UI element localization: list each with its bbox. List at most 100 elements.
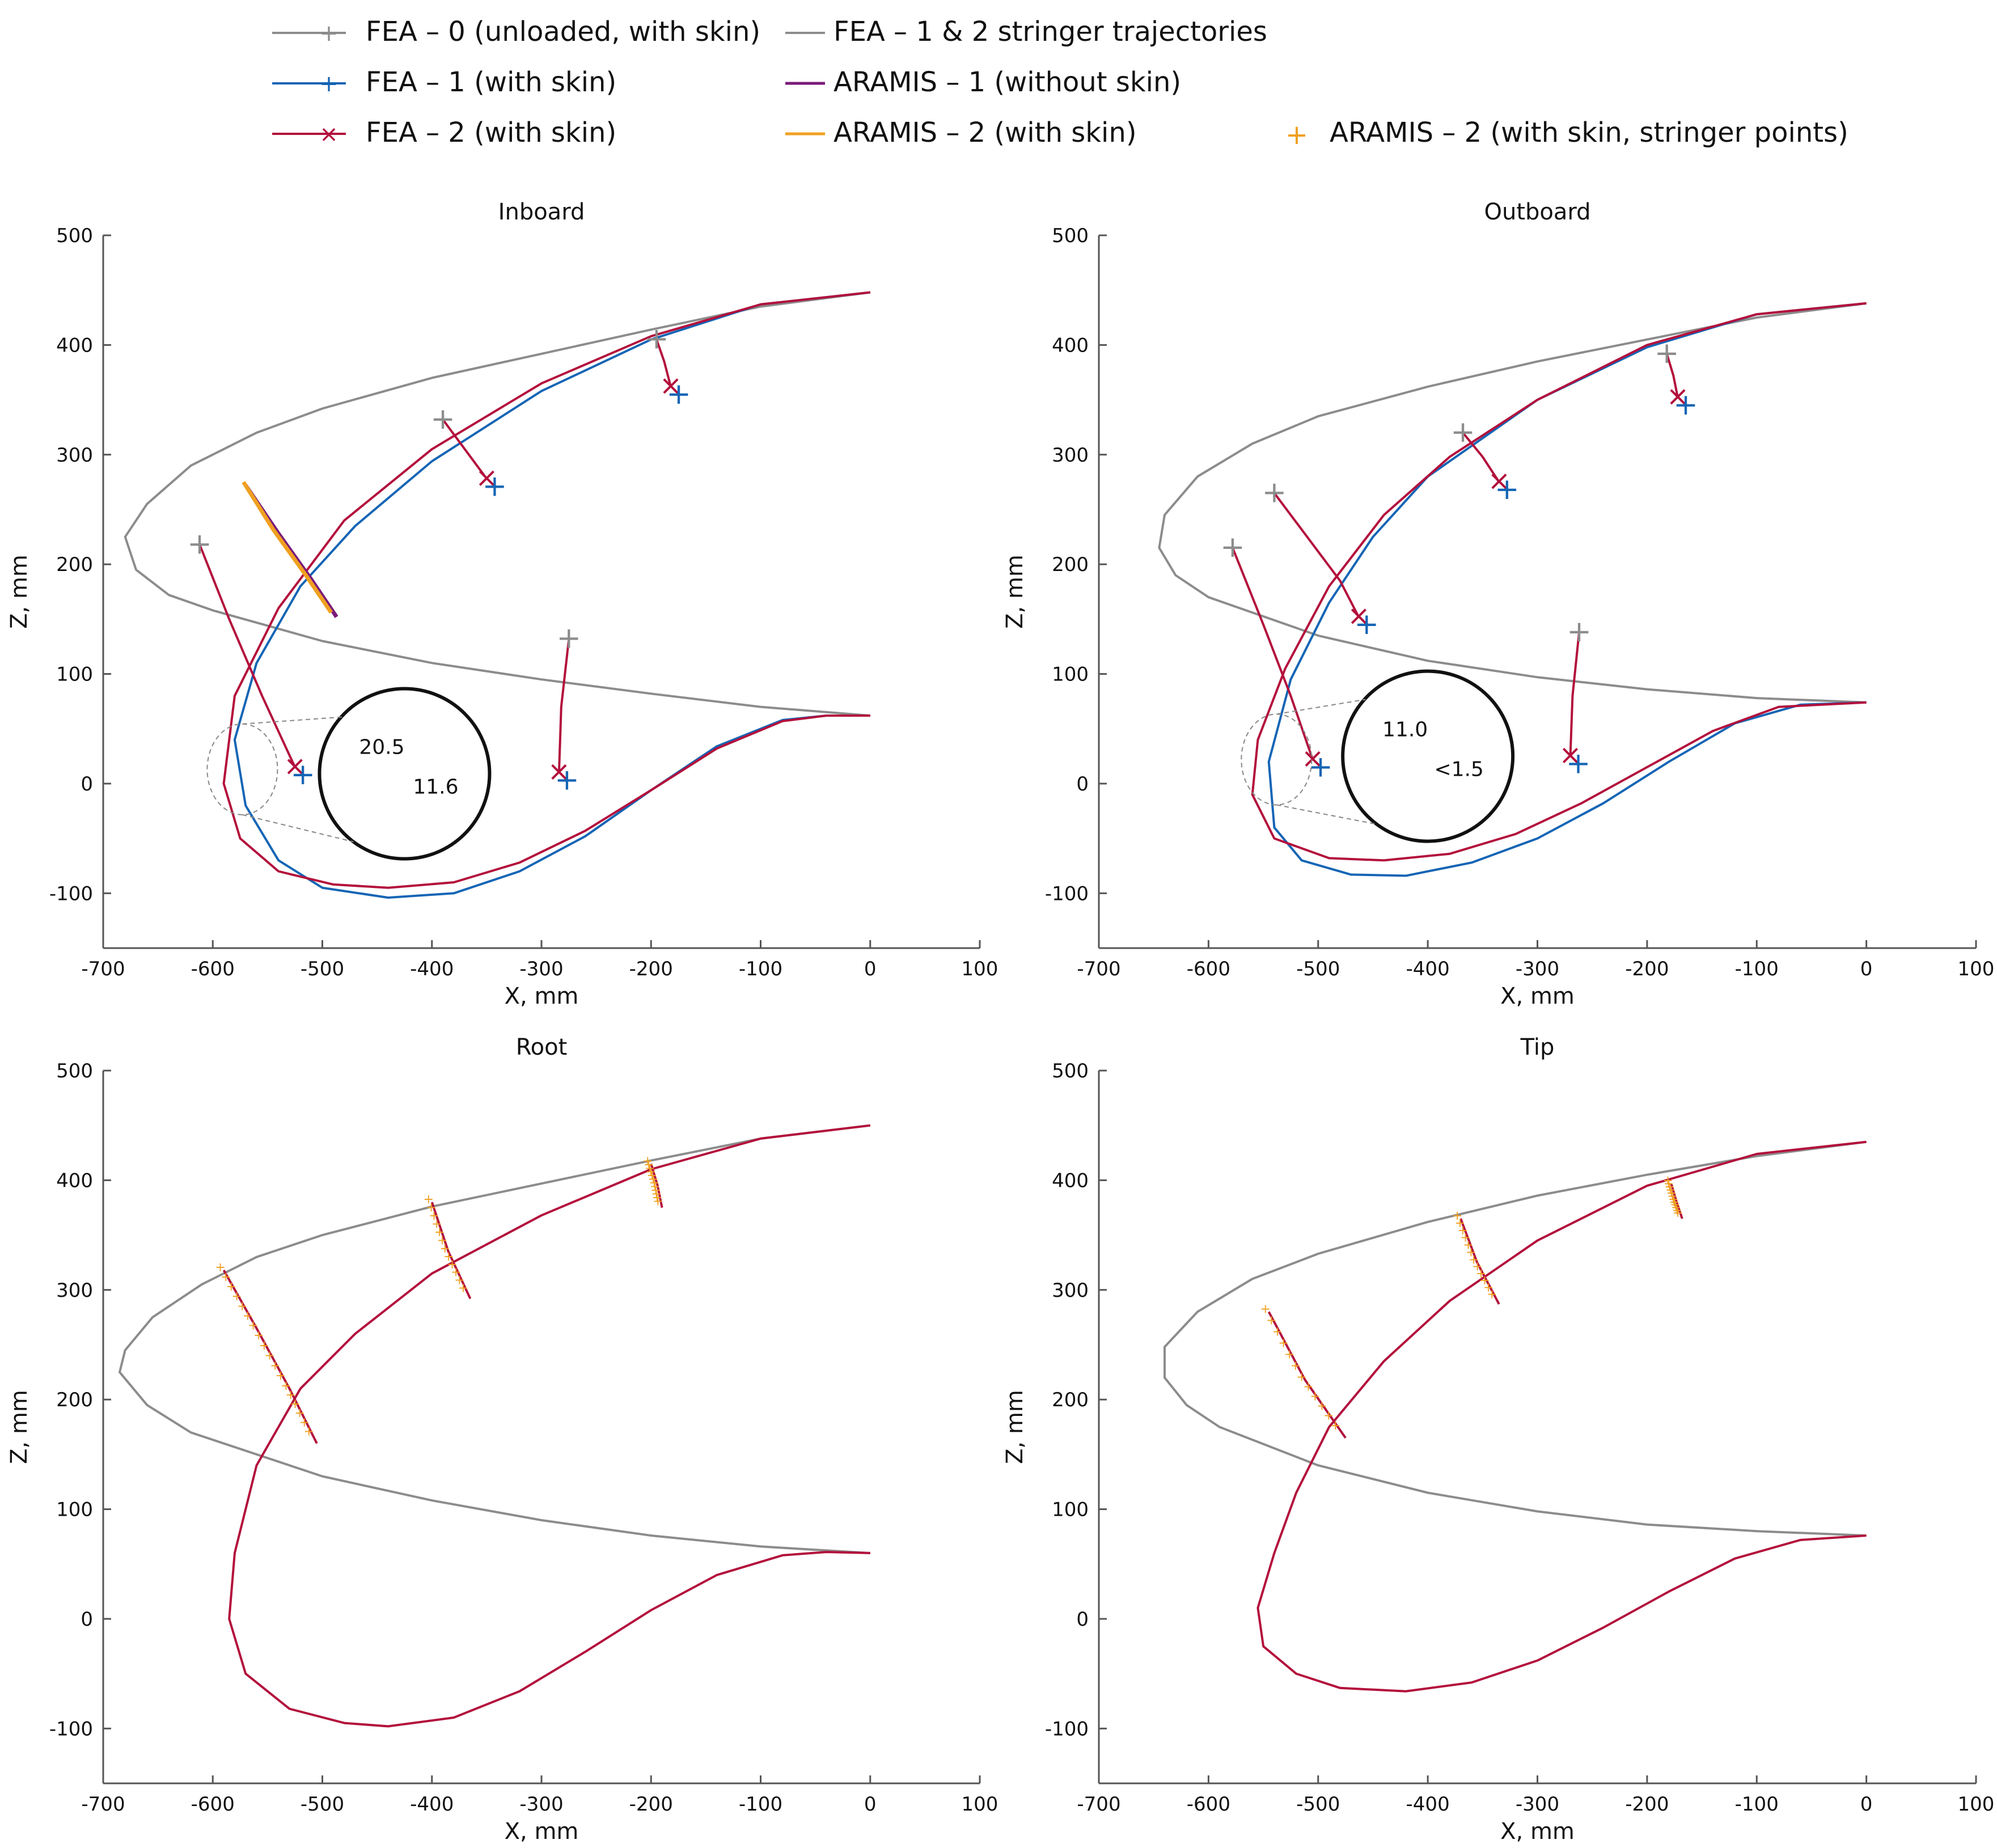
- legend-marker-plus: +: [319, 71, 339, 97]
- aramis2-point: +: [434, 1225, 445, 1240]
- x-tick-label: -600: [191, 958, 235, 980]
- aramis2-point: +: [285, 1388, 295, 1402]
- aramis2-point: +: [1668, 1192, 1678, 1207]
- aramis2-point: +: [1330, 1419, 1340, 1433]
- x-tick-label: 0: [864, 958, 877, 980]
- fea2-marker: ×: [475, 462, 498, 493]
- legend-marker-cross: ×: [319, 121, 339, 147]
- legend-marker-plus: +: [319, 20, 339, 46]
- annotation-label: <1.5: [1434, 758, 1483, 781]
- zoom-circle: [318, 687, 492, 861]
- series-line-stringer-s6-traj: [1670, 1183, 1683, 1219]
- legend-label-fea1: FEA – 1 (with skin): [366, 66, 616, 98]
- y-tick-label: 300: [56, 1279, 93, 1302]
- aramis2-point: +: [1323, 1409, 1334, 1423]
- x-tick-label: -700: [81, 958, 125, 980]
- y-tick-label: -100: [1045, 1718, 1089, 1740]
- y-tick-label: 400: [56, 334, 93, 357]
- zoom-circle: [1341, 669, 1515, 843]
- y-axis-label: Z, mm: [1002, 1390, 1028, 1464]
- aramis2-point: +: [299, 1415, 310, 1430]
- fea2-marker: ×: [659, 370, 682, 401]
- aramis2-point: +: [226, 1280, 236, 1294]
- x-tick-label: -200: [629, 1793, 673, 1816]
- zoom-connector: [1276, 804, 1377, 825]
- aramis2-point: +: [1487, 1288, 1497, 1302]
- series-line-fea-1-with-skin-: [233, 291, 871, 899]
- aramis2-point: +: [644, 1158, 654, 1172]
- legend-entry-fea1: + FEA – 1 (with skin): [272, 66, 616, 98]
- aramis2-point: +: [454, 1274, 464, 1288]
- y-axis-label: Z, mm: [6, 555, 32, 629]
- legend-entry-aramis2pts: + ARAMIS – 2 (with skin, stringer points…: [1285, 117, 1848, 151]
- aramis2-point: +: [1284, 1347, 1294, 1361]
- aramis2-point: +: [1666, 1186, 1677, 1200]
- x-tick-label: 100: [1958, 1793, 1995, 1816]
- aramis2-point: +: [652, 1191, 662, 1205]
- y-tick-label: 100: [56, 1499, 93, 1521]
- aramis2-point: +: [243, 1309, 253, 1323]
- series-line-stringer-s1: [1232, 547, 1314, 760]
- aramis2-point: +: [458, 1281, 468, 1295]
- y-tick-label: 0: [81, 773, 93, 796]
- y-tick-label: 200: [1052, 1389, 1089, 1411]
- x-tick-label: -400: [410, 1793, 454, 1816]
- legend-entry-traj: FEA – 1 & 2 stringer trajectories: [785, 16, 1267, 48]
- legend-label-aramis2pts: ARAMIS – 2 (with skin, stringer points): [1330, 117, 1848, 149]
- aramis2-point: +: [647, 1169, 657, 1183]
- fea1-marker: +: [666, 377, 691, 411]
- x-tick-label: 100: [962, 1793, 999, 1816]
- aramis2-point: +: [270, 1359, 280, 1373]
- series-line-stringer-s2-traj: [222, 1270, 318, 1444]
- y-tick-label: -100: [1045, 882, 1089, 905]
- legend-label-fea2: FEA – 2 (with skin): [366, 117, 616, 149]
- series-line-stringer-s6-traj: [650, 1163, 663, 1208]
- fea0-marker: +: [644, 322, 669, 356]
- x-tick-label: -400: [410, 958, 454, 980]
- chart-title: Inboard: [498, 199, 585, 225]
- aramis2-point: +: [1472, 1260, 1482, 1274]
- aramis2-point: +: [650, 1183, 661, 1198]
- fea2-marker: ×: [1488, 465, 1511, 497]
- aramis2-point: +: [424, 1192, 434, 1207]
- zoom-source-ellipse: [1241, 713, 1313, 806]
- aramis2-point: +: [653, 1194, 663, 1208]
- series-line-aramis-2-with-skin-: [242, 481, 333, 614]
- fea0-marker: +: [557, 621, 582, 656]
- aramis2-point: +: [646, 1165, 656, 1179]
- legend-marker-plus: +: [1285, 119, 1308, 151]
- x-tick-label: 100: [962, 958, 999, 980]
- aramis2-point: +: [1665, 1183, 1676, 1198]
- fea0-marker: +: [1220, 530, 1245, 564]
- aramis2-point: +: [1278, 1336, 1288, 1350]
- series-line-fea-0-unloaded-with-skin-: [124, 291, 871, 717]
- fea1-marker: +: [1308, 750, 1333, 784]
- chart-title: Root: [516, 1034, 568, 1060]
- y-tick-label: 300: [1052, 444, 1089, 467]
- series-line-stringer-s2: [1273, 492, 1360, 618]
- y-tick-label: 0: [1076, 773, 1089, 796]
- aramis2-point: +: [440, 1242, 450, 1256]
- fea2-marker: ×: [284, 750, 306, 782]
- x-tick-label: -600: [1187, 958, 1230, 980]
- aramis2-point: +: [231, 1289, 242, 1304]
- x-tick-label: -600: [1187, 1793, 1230, 1816]
- series-line-stringer-s3: [1462, 432, 1500, 483]
- fea0-marker: +: [1450, 415, 1475, 449]
- aramis2-point: +: [1260, 1302, 1271, 1316]
- series-line-stringer-s3-traj: [1459, 1218, 1500, 1305]
- aramis2-point: +: [437, 1234, 447, 1248]
- x-tick-label: -500: [301, 958, 344, 980]
- series-line-stringer-s5: [557, 638, 570, 773]
- aramis2-point: +: [248, 1318, 258, 1333]
- aramis2-point: +: [1452, 1209, 1462, 1223]
- x-tick-label: -700: [1077, 1793, 1120, 1816]
- aramis2-point: +: [642, 1154, 653, 1168]
- annotation-label: 20.5: [359, 736, 404, 759]
- series-line-stringer-s3-traj: [430, 1202, 472, 1300]
- aramis2-point: +: [1670, 1198, 1680, 1212]
- x-tick-label: -300: [519, 958, 563, 980]
- aramis2-point: +: [1479, 1274, 1490, 1288]
- aramis2-point: +: [1672, 1203, 1682, 1217]
- annotation-label: 11.6: [413, 776, 458, 799]
